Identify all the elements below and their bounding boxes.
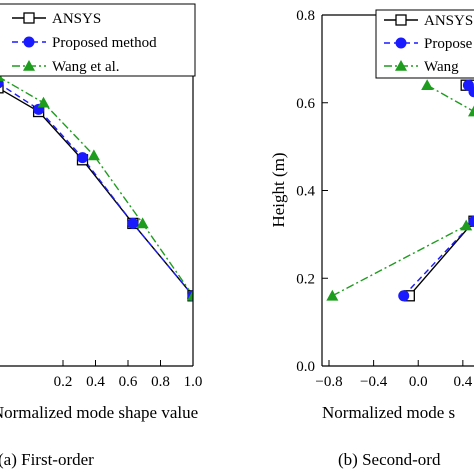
panel-b-second-order: −0.8 −0.4 0.0 0.4 0.0 0.2 0.4 0.6 0.8 Height (m… (269, 8, 474, 469)
panel-b-legend: ANSYS Propose Wang (375, 9, 474, 79)
panel-b-data-point (326, 289, 339, 301)
panel-b-series-line (403, 220, 474, 297)
panel-a-legend-marker (23, 60, 35, 71)
panel-a-x-tick-label: 0.2 (54, 374, 73, 390)
panel-b-x-tick-label: −0.4 (360, 374, 388, 390)
panel-b-x-axis-label: Normalized mode s (322, 403, 455, 422)
panel-a-series-line (0, 83, 193, 297)
panel-b-y-axis-label: Height (m) (269, 152, 288, 227)
panel-b-y-ticks: 0.0 0.2 0.4 0.6 0.8 (296, 8, 328, 375)
panel-b-series-line-upper (426, 84, 474, 113)
panel-a-series-line (0, 88, 193, 297)
panel-a-series-line (0, 76, 193, 297)
panel-a-legend-label: Proposed method (52, 35, 157, 51)
panel-a-data-point (136, 217, 149, 229)
panel-b-data-point (460, 219, 473, 231)
panel-a-x-axis-label: Normalized mode shape value (0, 403, 198, 422)
panel-b-data-point (468, 86, 474, 98)
panel-a-x-tick-label: 0.6 (119, 374, 138, 390)
panel-a-legend: ANSYS Proposed method Wang et al. (0, 3, 196, 77)
panel-a-data-point (187, 289, 193, 301)
panel-a-legend-marker (23, 36, 35, 48)
panel-a-data-point (0, 82, 4, 94)
panel-a-series-layer (0, 74, 193, 302)
panel-b-y-tick-label: 0.6 (296, 96, 315, 112)
panel-a-data-point (0, 74, 4, 82)
panel-b-y-tick-label: 0.2 (296, 271, 315, 287)
panel-b-legend-box (375, 9, 474, 79)
panel-b-y-tick-label: 0.4 (296, 184, 315, 200)
panel-a-caption: (a) First-order (0, 450, 94, 469)
panel-a-data-point (127, 217, 139, 229)
panel-b-legend-marker (395, 37, 407, 49)
panel-b-data-point (398, 290, 410, 302)
panel-a-x-tick-label: 1.0 (184, 374, 203, 390)
panel-a-legend-items: ANSYS Proposed method Wang et al. (12, 11, 157, 75)
panel-b-x-tick-label: 0.0 (409, 374, 428, 390)
panel-a-data-point (37, 96, 50, 108)
panel-a-x-ticks: 0.2 0.4 0.6 0.8 1.0 (54, 360, 203, 390)
panel-a-legend-label: ANSYS (52, 11, 101, 27)
panel-a-legend-marker (23, 12, 35, 24)
panel-a-legend-label: Wang et al. (52, 59, 120, 75)
panel-b-series-line (408, 220, 474, 297)
panel-b-legend-items: ANSYS Propose Wang (384, 13, 473, 75)
panel-a-first-order: 0.2 0.4 0.6 0.8 1.0 Normalized mode shape va… (0, 3, 203, 469)
panel-b-legend-label: Wang (424, 59, 459, 75)
panel-b-legend-label: ANSYS (424, 13, 473, 29)
panel-a-x-tick-label: 0.8 (151, 374, 170, 390)
panel-b-caption: (b) Second-ord (338, 450, 441, 469)
panel-b-y-tick-label: 0.0 (296, 359, 315, 375)
panel-b-x-tick-label: 0.4 (453, 374, 472, 390)
panel-b-x-tick-label: −0.8 (315, 374, 342, 390)
panel-b-legend-label: Propose (424, 36, 473, 52)
panel-b-legend-marker (395, 14, 407, 26)
panel-b-x-ticks: −0.8 −0.4 0.0 0.4 (315, 360, 473, 390)
panel-b-data-point (468, 215, 474, 227)
panel-a-data-point (87, 149, 100, 161)
panel-a-x-tick-label: 0.4 (86, 374, 105, 390)
panel-a-data-point (77, 152, 88, 164)
panel-b-data-point (421, 79, 434, 90)
panel-b-data-point (468, 105, 474, 117)
panel-b-legend-marker (395, 60, 407, 71)
panel-b-series-layer (326, 79, 474, 302)
panel-b-y-tick-label: 0.8 (296, 8, 315, 24)
panel-b-series-line (332, 224, 467, 297)
